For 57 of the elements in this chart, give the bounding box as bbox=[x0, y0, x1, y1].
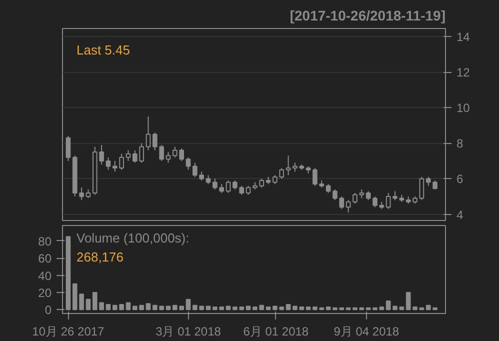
candlestick bbox=[166, 152, 171, 164]
candlestick bbox=[332, 188, 338, 201]
bar bbox=[166, 306, 171, 310]
bar bbox=[286, 304, 291, 310]
y-tick-label: 6 bbox=[456, 172, 464, 186]
candlestick bbox=[339, 196, 344, 210]
candlestick bbox=[279, 168, 284, 180]
y-tick-label: 0 bbox=[44, 303, 52, 318]
y-tick-label: 60 bbox=[38, 252, 52, 266]
candlestick bbox=[79, 187, 84, 201]
bar bbox=[326, 306, 331, 310]
candlestick bbox=[286, 155, 291, 176]
bar bbox=[146, 303, 151, 310]
bar bbox=[392, 306, 398, 310]
bar bbox=[306, 306, 311, 310]
candlestick bbox=[212, 178, 218, 190]
x-tick-label: 3月 01 2018 bbox=[156, 324, 222, 338]
candlestick bbox=[186, 156, 191, 170]
candlestick bbox=[66, 136, 71, 162]
chart-subtitle: [2017-10-26/2018-11-19] bbox=[290, 8, 446, 24]
candlestick bbox=[126, 150, 131, 162]
candlestick bbox=[386, 192, 391, 210]
bar bbox=[386, 300, 391, 310]
candlestick bbox=[106, 156, 111, 170]
y-tick-label: 12 bbox=[456, 66, 470, 80]
bar bbox=[412, 306, 418, 310]
x-tick-label: 9月 04 2018 bbox=[334, 324, 400, 338]
candlestick bbox=[146, 116, 151, 151]
candlestick bbox=[372, 196, 378, 208]
y-tick-label: 40 bbox=[38, 268, 52, 283]
candlestick bbox=[352, 192, 358, 204]
y-tick-label: 80 bbox=[38, 234, 52, 248]
bar bbox=[206, 306, 211, 310]
y-tick-label: 4 bbox=[456, 208, 464, 222]
candlestick bbox=[312, 168, 318, 186]
bar bbox=[379, 306, 384, 310]
candlestick bbox=[226, 180, 231, 194]
candlestick bbox=[192, 162, 198, 178]
annotation: 268,176 bbox=[76, 250, 124, 264]
x-tick-label: 6月 01 2018 bbox=[243, 324, 309, 338]
annotation: Last 5.45 bbox=[76, 42, 130, 58]
bar bbox=[399, 306, 404, 310]
y-tick-label: 14 bbox=[456, 30, 470, 44]
bar bbox=[126, 302, 131, 310]
candlestick bbox=[419, 176, 424, 201]
y-tick-label: 20 bbox=[38, 286, 52, 300]
bar bbox=[106, 304, 111, 310]
candlestick bbox=[346, 200, 351, 213]
bar bbox=[266, 306, 271, 310]
bar bbox=[226, 306, 231, 310]
x-tick-label: 10月 26 2017 bbox=[32, 324, 105, 338]
y-tick-label: 8 bbox=[456, 136, 464, 151]
annotation: Volume (100,000s): bbox=[76, 230, 190, 246]
bar bbox=[246, 306, 251, 310]
bar bbox=[406, 292, 411, 310]
bar bbox=[86, 298, 91, 310]
y-tick-label: 10 bbox=[456, 101, 470, 116]
